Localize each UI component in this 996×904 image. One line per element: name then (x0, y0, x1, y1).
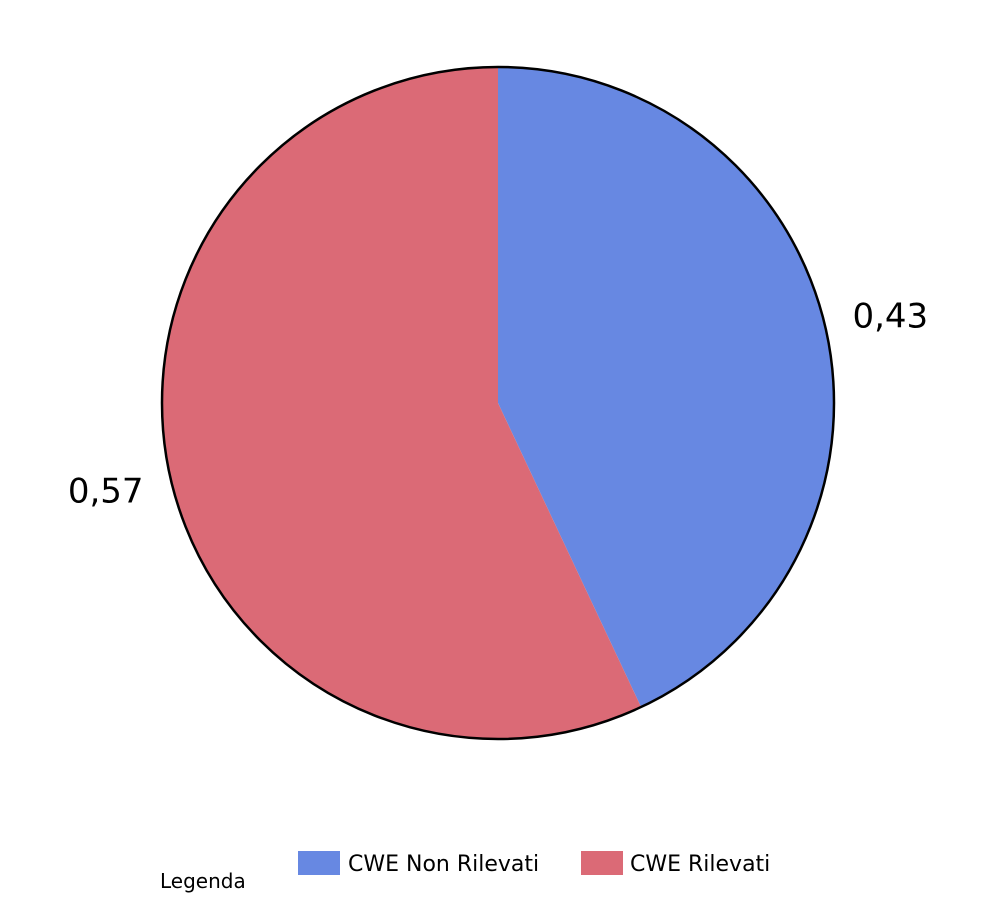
pie-slices (162, 67, 835, 739)
pie-slice-cwe-non-rilevati (498, 67, 835, 708)
legend-swatch-cwe-rilevati (581, 851, 623, 875)
pie-outline (160, 65, 836, 741)
slice-value-label-cwe-rilevati: 0,57 (68, 472, 144, 512)
slice-labels: 0,43 0,57 (68, 296, 928, 511)
legend: Legenda CWE Non Rilevati CWE Rilevati (160, 851, 770, 893)
slice-value-label-cwe-non-rilevati: 0,43 (852, 296, 928, 336)
legend-swatch-cwe-non-rilevati (298, 851, 340, 875)
pie-slice-cwe-rilevati (162, 67, 642, 739)
legend-label-cwe-rilevati: CWE Rilevati (630, 852, 770, 877)
legend-title: Legenda (160, 869, 246, 893)
legend-label-cwe-non-rilevati: CWE Non Rilevati (348, 852, 539, 877)
